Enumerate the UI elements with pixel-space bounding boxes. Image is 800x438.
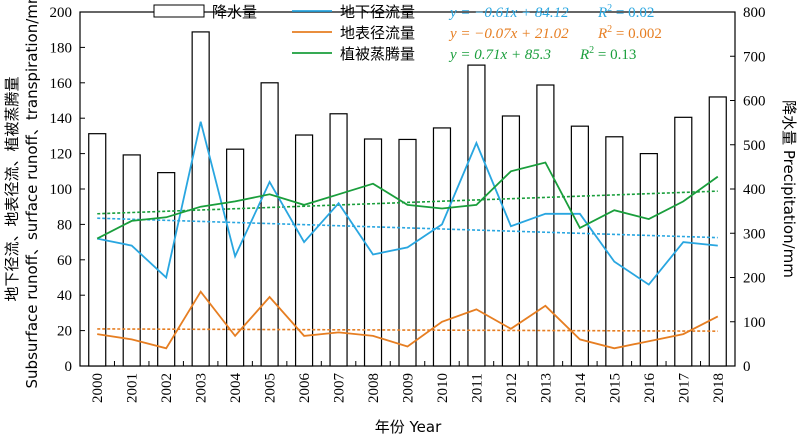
legend-label-subsurface: 地下径流量 (340, 3, 415, 21)
x-tick-label: 2000 (90, 373, 106, 403)
y-right-tick-label: 300 (743, 226, 766, 242)
series-line (96, 161, 719, 240)
bar-precipitation (708, 96, 727, 367)
legend-eq-subsurface: y = −0.61x + 84.12 (448, 5, 569, 21)
bar-precipitation (467, 64, 486, 367)
bar-precipitation (501, 115, 521, 367)
bar-precipitation (294, 134, 314, 367)
legend-eq-surface: y = −0.07x + 21.02 (448, 26, 569, 42)
x-tick-label: 2001 (125, 373, 141, 403)
x-tick-label: 2011 (469, 373, 485, 402)
y-left-tick-label: 100 (50, 182, 73, 198)
legend-r2-transpiration: R2 = 0.13 (579, 45, 636, 63)
x-tick-label: 2006 (297, 373, 313, 404)
y-left-tick-label: 200 (50, 5, 73, 21)
x-tick-label: 2010 (435, 373, 451, 403)
x-tick-label: 2016 (642, 373, 658, 404)
x-tick-label: 2014 (573, 373, 589, 404)
series-line (97, 290, 719, 350)
y-right-tick-label: 0 (743, 359, 751, 375)
trend-line (97, 328, 718, 332)
y-axis-left-title: 地下径流、地表径流、植被蒸腾量 Subsurface runoff、surfac… (3, 0, 41, 388)
x-tick-label: 2005 (263, 373, 279, 403)
y-right-tick-label: 400 (743, 182, 766, 198)
x-axis-title: 年份 Year (375, 418, 442, 436)
bar-precipitation (432, 127, 452, 367)
bar-precipitation (329, 113, 348, 367)
y-left-tick-label: 180 (50, 40, 73, 56)
legend: 降水量 地下径流量 y = −0.61x + 84.12 R2 = 0.02 地… (153, 3, 662, 63)
y-right-tick-label: 800 (743, 5, 766, 21)
y-axis-right-title: 降水量 Precipitation/mm (780, 100, 798, 278)
x-tick-label: 2003 (194, 373, 210, 403)
y-right-tick-label: 700 (743, 49, 766, 65)
bar-precipitation (122, 154, 141, 367)
legend-eq-transpiration: y = 0.71x + 85.3 (448, 47, 551, 63)
bar-precipitation (398, 138, 417, 367)
y-left-tick-label: 20 (57, 324, 72, 340)
x-tick-label: 2013 (538, 373, 554, 403)
x-tick-label: 2007 (332, 373, 348, 404)
x-tick-label: 2009 (401, 373, 417, 403)
series-line (97, 121, 718, 286)
y-right-tick-label: 600 (743, 94, 766, 110)
bar-precipitation (88, 133, 107, 367)
bar-precipitation (639, 153, 658, 367)
x-tick-label: 2017 (676, 373, 692, 404)
y-axis-left-title-line2: Subsurface runoff、surface runoff、transpi… (23, 0, 41, 388)
x-tick-label: 2008 (366, 373, 382, 403)
legend-label-precipitation: 降水量 (212, 3, 257, 21)
x-tick-label: 2015 (607, 373, 623, 403)
bar-precipitation (260, 82, 279, 367)
y-right-tick-label: 200 (743, 271, 766, 287)
legend-label-surface: 地表径流量 (340, 24, 415, 42)
legend-swatch-precipitation (153, 4, 205, 18)
legend-label-transpiration: 植被蒸腾量 (340, 45, 415, 63)
legend-r2-subsurface: R2 = 0.02 (597, 3, 654, 21)
y-left-tick-label: 80 (57, 217, 72, 233)
legend-r2-surface: R2 = 0.002 (597, 24, 662, 42)
bar-precipitation (536, 84, 555, 367)
y-left-tick-label: 160 (50, 76, 73, 92)
y-axis-left-title-line1: 地下径流、地表径流、植被蒸腾量 (3, 76, 21, 301)
trend-line (97, 190, 718, 215)
x-tick-label: 2002 (159, 373, 175, 403)
x-tick-label: 2004 (228, 373, 244, 404)
bar-precipitation (570, 125, 589, 367)
y-left-tick-label: 0 (65, 359, 73, 375)
y-left-tick-label: 140 (50, 111, 73, 127)
y-left-tick-label: 120 (50, 147, 73, 163)
y-left-tick-label: 40 (57, 288, 72, 304)
y-right-tick-label: 500 (743, 138, 766, 154)
y-right-tick-label: 100 (743, 315, 766, 331)
trend-line (97, 217, 718, 239)
x-tick-label: 2012 (504, 373, 520, 403)
bar-precipitation (605, 136, 624, 367)
bar-precipitation (191, 31, 210, 367)
x-tick-label: 2018 (711, 373, 727, 403)
y-left-tick-label: 60 (57, 253, 72, 269)
